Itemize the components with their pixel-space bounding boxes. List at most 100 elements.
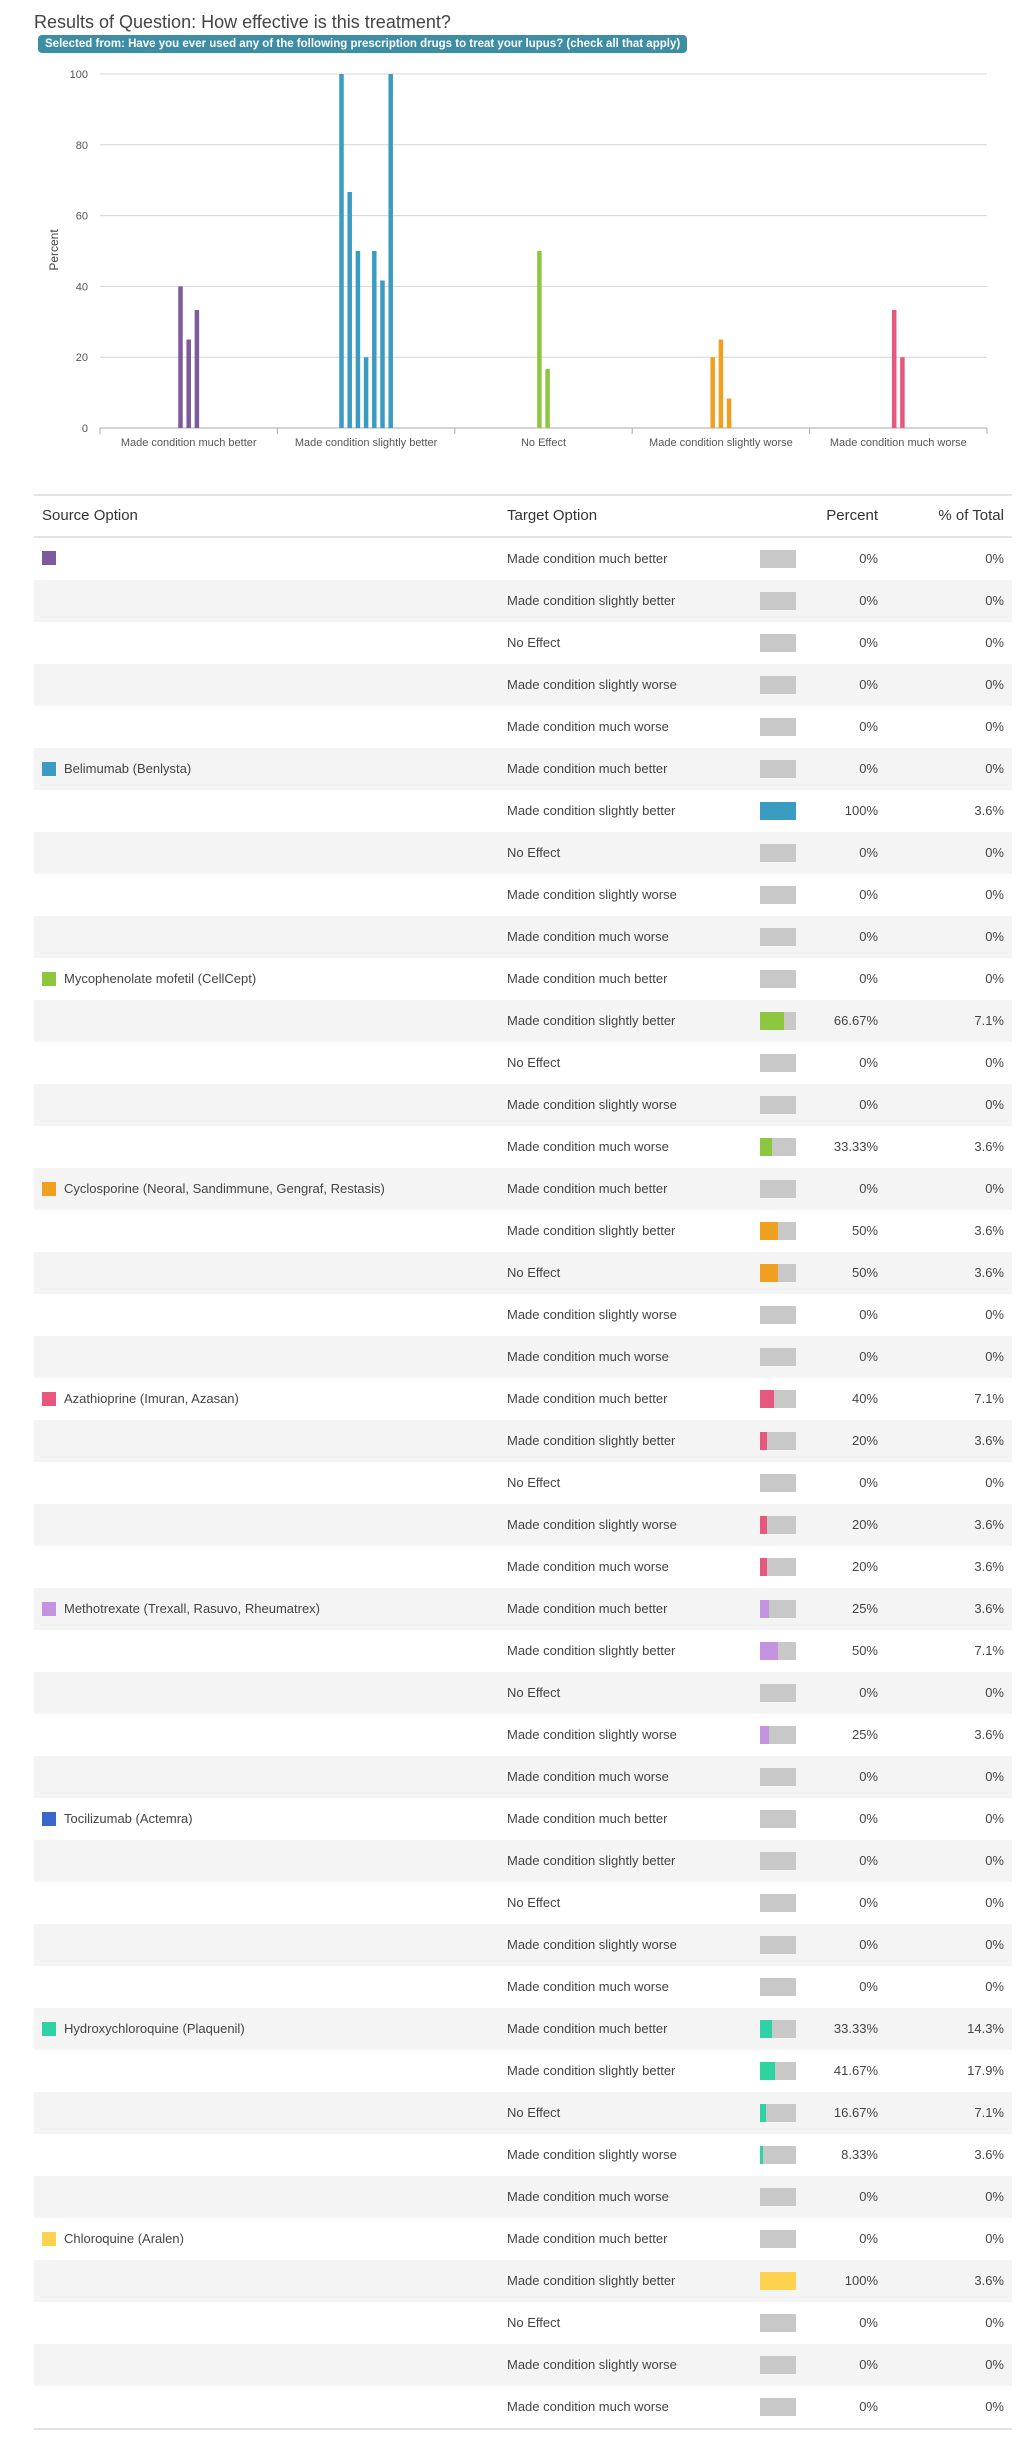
target-option: No Effect bbox=[507, 1685, 561, 1700]
target-option: Made condition slightly worse bbox=[507, 2147, 677, 2162]
total-value: 0% bbox=[985, 887, 1004, 902]
percent-value: 50% bbox=[851, 1265, 878, 1280]
target-option: Made condition much better bbox=[507, 971, 668, 986]
total-value: 0% bbox=[985, 1769, 1004, 1784]
table-row: No Effect 0% 0% bbox=[34, 1462, 1012, 1504]
percent-value: 8.33% bbox=[841, 2147, 878, 2162]
target-option: Made condition much worse bbox=[507, 1979, 669, 1994]
target-option: No Effect bbox=[507, 1475, 561, 1490]
percent-value: 0% bbox=[859, 1979, 878, 1994]
chart-bar bbox=[339, 74, 344, 428]
table-row: Made condition much worse 0% 0% bbox=[34, 916, 1012, 958]
table-row: Hydroxychloroquine (Plaquenil) Made condi… bbox=[34, 2008, 1012, 2050]
y-tick-label: 40 bbox=[76, 281, 88, 293]
percent-bar bbox=[760, 2356, 796, 2374]
chart-bar bbox=[372, 251, 377, 428]
target-option: Made condition slightly worse bbox=[507, 1517, 677, 1532]
total-value: 0% bbox=[985, 845, 1004, 860]
header-target: Target Option bbox=[507, 507, 598, 524]
table-row: Made condition slightly worse 0% 0% bbox=[34, 1924, 1012, 1966]
percent-bar bbox=[760, 1642, 796, 1660]
target-option: Made condition slightly better bbox=[507, 593, 676, 608]
total-value: 0% bbox=[985, 2231, 1004, 2246]
target-option: No Effect bbox=[507, 1895, 561, 1910]
table-row: Made condition much worse 33.33% 3.6% bbox=[34, 1126, 1012, 1168]
target-option: Made condition much better bbox=[507, 1391, 668, 1406]
percent-bar bbox=[760, 760, 796, 778]
total-value: 7.1% bbox=[974, 2105, 1004, 2120]
percent-value: 0% bbox=[859, 2189, 878, 2204]
chart-bar bbox=[355, 251, 361, 428]
chart-bar bbox=[726, 398, 732, 428]
percent-value: 66.67% bbox=[833, 1013, 878, 1028]
percent-bar bbox=[760, 1810, 796, 1828]
y-tick-label: 80 bbox=[76, 140, 88, 152]
y-tick-label: 60 bbox=[76, 211, 88, 223]
percent-bar bbox=[760, 676, 796, 694]
table-row: Made condition much worse 0% 0% bbox=[34, 2386, 1012, 2428]
target-option: No Effect bbox=[507, 2105, 561, 2120]
y-axis-label: Percent bbox=[47, 229, 61, 271]
table-row: Made condition slightly better 100% 3.6% bbox=[34, 2260, 1012, 2302]
percent-value: 0% bbox=[859, 1307, 878, 1322]
target-option: Made condition slightly better bbox=[507, 1223, 676, 1238]
percent-bar bbox=[760, 1096, 796, 1114]
series-swatch bbox=[42, 971, 56, 986]
percent-bar bbox=[760, 844, 796, 862]
series-swatch bbox=[42, 1811, 56, 1826]
target-option: Made condition slightly worse bbox=[507, 1727, 677, 1742]
percent-value: 100% bbox=[844, 2273, 878, 2288]
percent-value: 0% bbox=[859, 2399, 878, 2414]
table-row: No Effect 50% 3.6% bbox=[34, 1252, 1012, 1294]
percent-value: 0% bbox=[859, 677, 878, 692]
chart-bar bbox=[718, 339, 724, 428]
source-option: Cyclosporine (Neoral, Sandimmune, Gengra… bbox=[42, 1181, 385, 1196]
percent-value: 20% bbox=[851, 1433, 878, 1448]
total-value: 3.6% bbox=[974, 1433, 1004, 1448]
table-row: No Effect 0% 0% bbox=[34, 1042, 1012, 1084]
total-value: 0% bbox=[985, 1895, 1004, 1910]
percent-bar bbox=[760, 1432, 796, 1450]
total-value: 3.6% bbox=[974, 2147, 1004, 2162]
table-row: Mycophenolate mofetil (CellCept) Made con… bbox=[34, 958, 1012, 1000]
percent-value: 33.33% bbox=[833, 2021, 878, 2036]
percent-value: 0% bbox=[859, 887, 878, 902]
chart-bar bbox=[380, 280, 385, 428]
table-row: Made condition much worse 0% 0% bbox=[34, 706, 1012, 748]
source-label: Methotrexate (Trexall, Rasuvo, Rheumatre… bbox=[64, 1601, 321, 1616]
filter-pill[interactable]: Selected from: Have you ever used any of… bbox=[38, 35, 688, 53]
percent-bar bbox=[760, 886, 796, 904]
percent-value: 0% bbox=[859, 1181, 878, 1196]
percent-value: 0% bbox=[859, 719, 878, 734]
table-row: Made condition slightly better 0% 0% bbox=[34, 580, 1012, 622]
target-option: Made condition slightly better bbox=[507, 1013, 676, 1028]
total-value: 3.6% bbox=[974, 1265, 1004, 1280]
series-swatch bbox=[42, 2021, 56, 2036]
total-value: 0% bbox=[985, 2315, 1004, 2330]
percent-bar-fill bbox=[760, 1600, 769, 1618]
percent-value: 0% bbox=[859, 2231, 878, 2246]
percent-bar bbox=[760, 1558, 796, 1576]
percent-value: 0% bbox=[859, 1097, 878, 1112]
table-row: Cyclosporine (Neoral, Sandimmune, Gengra… bbox=[34, 1168, 1012, 1210]
percent-bar bbox=[760, 2104, 796, 2122]
source-label: Belimumab (Benlysta) bbox=[64, 761, 192, 776]
percent-value: 25% bbox=[851, 1601, 878, 1616]
table-row: Chloroquine (Aralen) Made condition much … bbox=[34, 2218, 1012, 2260]
total-value: 0% bbox=[985, 551, 1004, 566]
target-option: Made condition much better bbox=[507, 1181, 668, 1196]
table-body: Made condition much better 0% 0% Made condi… bbox=[34, 538, 1012, 2428]
table-row: Methotrexate (Trexall, Rasuvo, Rheumatre… bbox=[34, 1588, 1012, 1630]
source-label: Hydroxychloroquine (Plaquenil) bbox=[64, 2021, 245, 2036]
source-label: Mycophenolate mofetil (CellCept) bbox=[64, 971, 257, 986]
total-value: 0% bbox=[985, 1097, 1004, 1112]
total-value: 0% bbox=[985, 929, 1004, 944]
percent-bar-fill bbox=[760, 1642, 778, 1660]
percent-value: 50% bbox=[851, 1643, 878, 1658]
percent-bar bbox=[760, 1726, 796, 1744]
table-row: Made condition much worse 0% 0% bbox=[34, 1336, 1012, 1378]
total-value: 3.6% bbox=[974, 1601, 1004, 1616]
source-option: Mycophenolate mofetil (CellCept) bbox=[42, 971, 256, 986]
percent-value: 41.67% bbox=[833, 2063, 878, 2078]
percent-bar bbox=[760, 1894, 796, 1912]
